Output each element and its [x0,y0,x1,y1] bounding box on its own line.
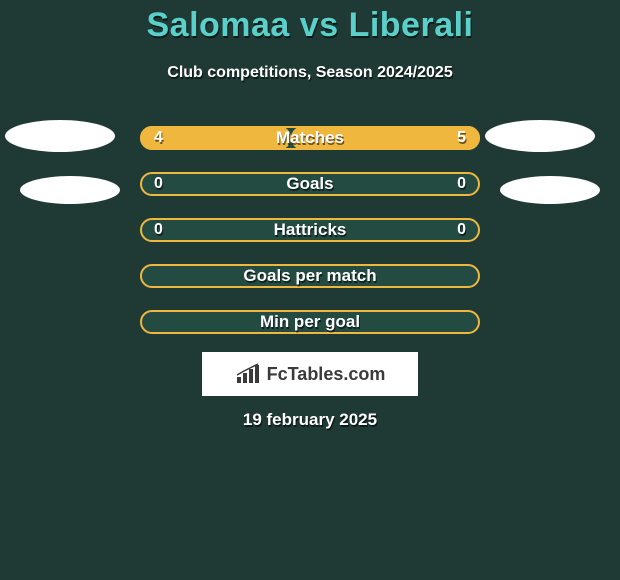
stat-value-left: 00 [154,221,163,239]
decorative-ellipse [20,176,120,204]
title-player1: Salomaa [146,6,289,44]
stat-value-left: 00 [154,175,163,193]
brand-badge: FcTables.com [202,352,418,396]
stat-label: HattricksHattricks [140,220,480,240]
decorative-ellipse [500,176,600,204]
stat-value-right: 00 [457,175,466,193]
stat-row: Goals per matchGoals per match [140,264,480,288]
title-vs: vs [300,6,339,44]
page-title: Salomaa vs Liberali Salomaa vs Liberali [0,6,620,45]
stat-row: Min per goalMin per goal [140,310,480,334]
brand-chart-icon [235,363,261,385]
decorative-ellipse [5,120,115,152]
stat-label: MatchesMatches [140,128,480,148]
stat-label: Min per goalMin per goal [140,312,480,332]
subtitle: Club competitions, Season 2024/2025 Club… [0,64,620,82]
stat-row: MatchesMatches44 55 [140,126,480,150]
comparison-chart: Salomaa vs Liberali Salomaa vs Liberali … [0,0,620,580]
stat-label: Goals per matchGoals per match [140,266,480,286]
brand-text: FcTables.com [267,364,386,385]
footer-date: 19 february 2025 19 february 2025 [0,410,620,430]
stat-label: GoalsGoals [140,174,480,194]
stat-value-right: 00 [457,221,466,239]
stat-row: HattricksHattricks00 00 [140,218,480,242]
stat-row: GoalsGoals00 00 [140,172,480,196]
stat-value-left: 44 [154,129,163,147]
stat-value-right: 55 [457,129,466,147]
title-player2: Liberali [349,6,474,44]
decorative-ellipse [485,120,595,152]
